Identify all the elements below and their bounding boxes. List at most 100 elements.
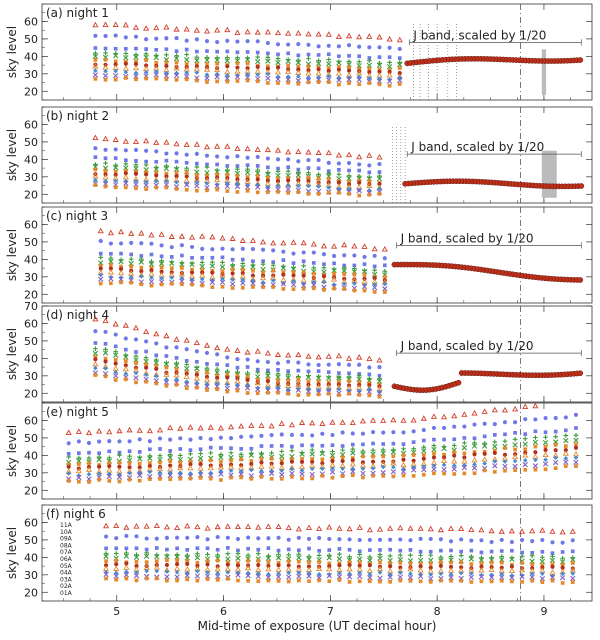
- data-point: [203, 66, 211, 72]
- data-point: [220, 260, 225, 265]
- data-point: [249, 467, 254, 473]
- data-point: [164, 376, 169, 382]
- data-point: [159, 282, 164, 287]
- data-point: [154, 173, 159, 178]
- data-point: [357, 560, 362, 565]
- data-point: [225, 551, 231, 556]
- data-point: [573, 455, 579, 460]
- data-point: [309, 466, 315, 472]
- data-point: [103, 160, 108, 166]
- data-point: [296, 386, 301, 392]
- data-point: [164, 569, 170, 574]
- data-point: [190, 282, 194, 287]
- data-point: [164, 384, 169, 388]
- data-point: [113, 162, 118, 168]
- legend-label: 11A: [60, 522, 73, 529]
- data-point: [296, 368, 301, 373]
- data-point: [296, 167, 301, 172]
- panel-label: (a) night 1: [46, 6, 109, 20]
- data-point: [169, 281, 174, 286]
- data-point: [275, 371, 281, 377]
- data-point: [442, 425, 447, 431]
- data-point: [103, 57, 108, 62]
- panel-label: (e) night 5: [46, 405, 109, 419]
- data-point: [238, 423, 245, 429]
- data-point: [184, 38, 189, 43]
- data-point: [129, 240, 134, 245]
- data-point: [177, 464, 184, 471]
- data-point: [235, 357, 240, 362]
- data-point: [315, 149, 322, 155]
- data-point: [123, 371, 129, 376]
- data-point: [133, 54, 139, 60]
- data-point: [208, 476, 213, 481]
- data-point: [502, 459, 508, 464]
- data-point: [214, 183, 220, 189]
- data-point: [123, 51, 129, 56]
- data-point: [235, 555, 241, 561]
- data-point: [230, 257, 235, 262]
- data-point: [361, 475, 365, 480]
- data-point: [296, 555, 302, 561]
- data-point: [114, 562, 119, 567]
- data-point: [367, 554, 373, 560]
- data-point: [215, 552, 220, 558]
- data-point: [271, 268, 276, 273]
- data-point: [573, 412, 579, 417]
- data-point: [300, 443, 304, 448]
- data-point: [245, 378, 250, 383]
- data-point: [163, 165, 170, 172]
- data-point: [143, 69, 149, 75]
- data-point: [139, 274, 144, 279]
- data-point: [518, 528, 526, 534]
- data-point: [264, 350, 271, 356]
- data-point: [185, 577, 190, 582]
- data-point: [421, 456, 426, 461]
- j-band-label: J band, scaled by 1/20: [400, 231, 534, 245]
- data-point: [102, 350, 109, 356]
- data-point: [482, 461, 487, 466]
- data-point: [295, 29, 302, 36]
- data-point: [195, 188, 199, 193]
- data-point: [215, 375, 220, 381]
- x-tick-label: 9: [540, 605, 547, 618]
- data-point: [340, 430, 345, 435]
- data-point: [461, 411, 468, 417]
- data-point: [198, 476, 203, 480]
- data-point: [154, 576, 159, 581]
- data-point: [327, 548, 332, 552]
- data-point: [113, 551, 119, 556]
- data-point: [346, 173, 352, 178]
- data-point: [240, 257, 245, 262]
- data-point: [113, 349, 118, 354]
- data-point: [134, 186, 138, 191]
- data-point: [134, 578, 139, 583]
- data-point: [540, 537, 545, 543]
- data-point: [178, 233, 185, 239]
- data-point: [337, 190, 341, 195]
- data-point: [377, 373, 382, 378]
- data-point: [148, 231, 155, 238]
- data-point: [214, 66, 221, 73]
- data-point: [117, 460, 122, 465]
- data-point: [174, 179, 179, 185]
- data-point: [113, 378, 118, 382]
- data-point: [326, 66, 331, 70]
- data-point: [288, 421, 295, 428]
- data-point: [432, 471, 436, 476]
- data-point: [117, 472, 122, 477]
- y-tick-label: 40: [24, 449, 38, 462]
- data-point: [519, 574, 525, 580]
- data-point: [184, 70, 190, 76]
- data-point: [108, 241, 113, 246]
- data-point: [376, 153, 383, 160]
- data-point: [285, 58, 291, 64]
- data-point: [512, 405, 519, 412]
- data-point: [367, 386, 372, 392]
- data-point: [316, 572, 322, 577]
- data-point: [154, 536, 159, 541]
- data-point: [158, 261, 165, 267]
- data-point: [240, 285, 245, 290]
- data-point: [133, 353, 139, 359]
- data-point: [106, 428, 113, 435]
